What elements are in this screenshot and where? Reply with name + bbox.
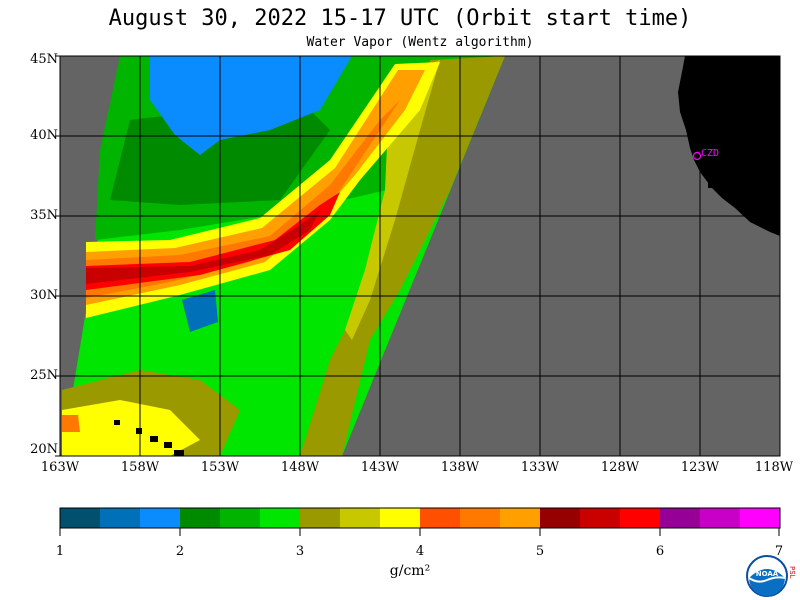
lon-label-133w: 133W bbox=[520, 460, 560, 475]
island-2 bbox=[136, 428, 142, 434]
colorbar-tick-5: 5 bbox=[535, 544, 545, 559]
colorbar-swatch bbox=[380, 508, 421, 528]
psl-mark: PSL bbox=[788, 566, 796, 579]
lat-label-30n: 30N bbox=[30, 288, 58, 303]
colorbar-swatch bbox=[340, 508, 381, 528]
colorbar-tick-3: 3 bbox=[295, 544, 305, 559]
swath-blue bbox=[150, 56, 352, 155]
lon-label-118w: 118W bbox=[754, 460, 794, 475]
lat-label-25n: 25N bbox=[30, 368, 58, 383]
station-marker: CZD bbox=[692, 148, 719, 161]
lon-label-143w: 143W bbox=[360, 460, 400, 475]
swath-yellow-band bbox=[345, 60, 440, 340]
colorbar-swatch bbox=[260, 508, 301, 528]
colorbar-swatch bbox=[540, 508, 581, 528]
colorbar-ticks bbox=[59, 528, 780, 536]
page-subtitle: Water Vapor (Wentz algorithm) bbox=[306, 35, 534, 50]
lon-label-153w: 153W bbox=[200, 460, 240, 475]
lon-label-163w: 163W bbox=[40, 460, 80, 475]
noaa-logo-text: NOAA bbox=[756, 570, 779, 578]
colorbar-swatches bbox=[60, 508, 781, 528]
data-swath bbox=[62, 56, 505, 456]
noaa-logo: NOAA bbox=[746, 555, 788, 597]
colorbar-swatch bbox=[300, 508, 341, 528]
lon-label-158w: 158W bbox=[120, 460, 160, 475]
colorbar-swatch bbox=[100, 508, 141, 528]
land-california bbox=[678, 56, 780, 236]
land-island-sf bbox=[708, 178, 716, 188]
page-title: August 30, 2022 15-17 UTC (Orbit start t… bbox=[108, 6, 692, 31]
axis-ticks bbox=[55, 55, 60, 457]
island-3 bbox=[150, 436, 158, 442]
colorbar-tick-6: 6 bbox=[655, 544, 665, 559]
plume-crimson bbox=[86, 210, 320, 284]
plume-red bbox=[86, 192, 340, 290]
island-4 bbox=[164, 442, 172, 448]
colorbar-swatch bbox=[620, 508, 661, 528]
lat-label-40n: 40N bbox=[30, 128, 58, 143]
colorbar-swatch bbox=[580, 508, 621, 528]
lat-label-20n: 20N bbox=[30, 442, 58, 457]
lon-label-123w: 123W bbox=[680, 460, 720, 475]
colorbar-swatch bbox=[220, 508, 261, 528]
colorbar-swatch bbox=[60, 508, 101, 528]
swath-south-orange bbox=[62, 415, 80, 432]
colorbar-units: g/cm² bbox=[389, 563, 431, 579]
lon-label-148w: 148W bbox=[280, 460, 320, 475]
colorbar-tick-1: 1 bbox=[55, 544, 65, 559]
station-label: CZD bbox=[701, 148, 719, 159]
colorbar-swatch bbox=[740, 508, 781, 528]
lat-label-35n: 35N bbox=[30, 208, 58, 223]
swath-olive-band bbox=[300, 56, 505, 456]
map-frame bbox=[59, 55, 781, 457]
colorbar-tick-4: 4 bbox=[415, 544, 425, 559]
lon-label-138w: 138W bbox=[440, 460, 480, 475]
colorbar-tick-2: 2 bbox=[175, 544, 185, 559]
colorbar-swatch bbox=[660, 508, 701, 528]
colorbar-tick-7: 7 bbox=[774, 544, 784, 559]
lon-label-128w: 128W bbox=[600, 460, 640, 475]
colorbar-swatch bbox=[500, 508, 541, 528]
colorbar-swatch bbox=[420, 508, 461, 528]
lat-label-45n: 45N bbox=[30, 52, 58, 67]
colorbar-swatch bbox=[460, 508, 501, 528]
island-1 bbox=[114, 420, 120, 425]
colorbar-swatch bbox=[700, 508, 741, 528]
colorbar-swatch bbox=[180, 508, 221, 528]
station-dot bbox=[692, 151, 702, 161]
grid-lines bbox=[60, 56, 780, 456]
island-5 bbox=[174, 450, 184, 456]
colorbar-swatch bbox=[140, 508, 181, 528]
swath-blue-small bbox=[182, 290, 218, 332]
